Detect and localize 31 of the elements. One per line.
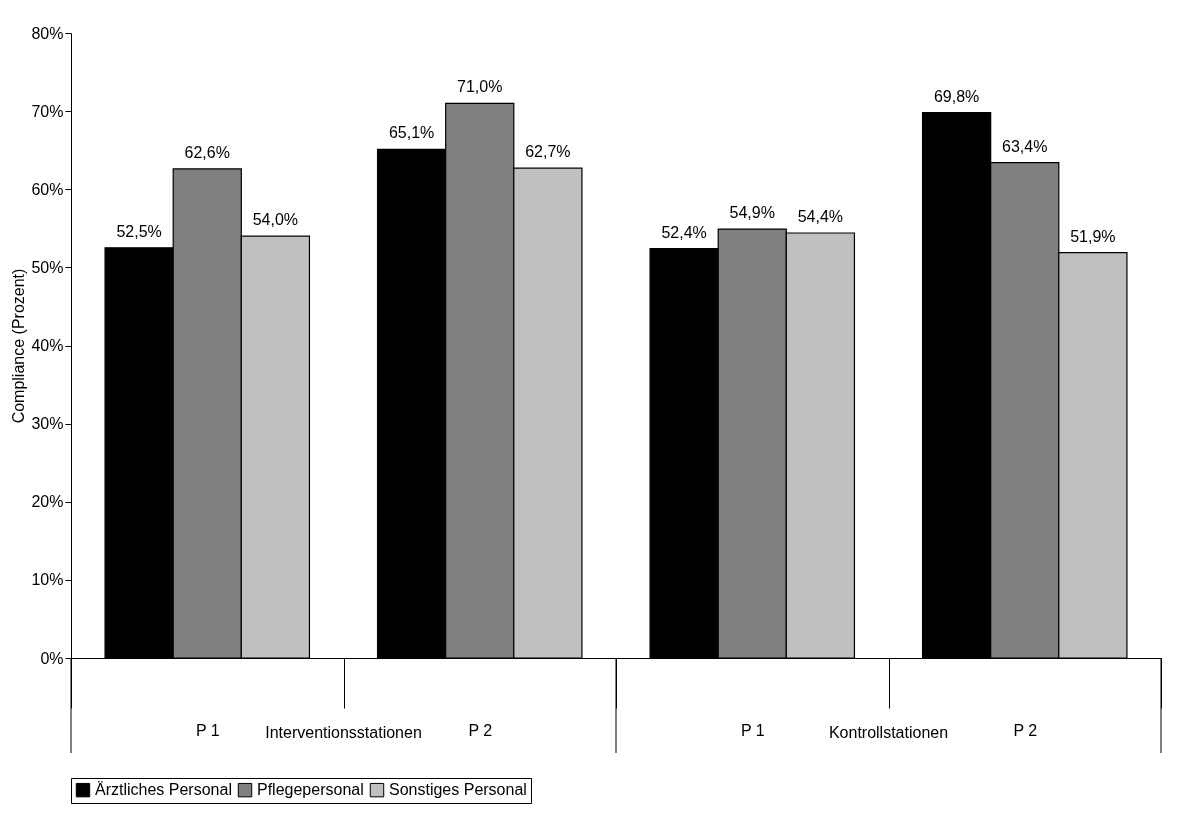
data-label: 51,9% [1070,227,1116,245]
data-label: 62,7% [525,143,571,161]
data-label: 54,0% [252,211,299,229]
legend-label: Ärztliches Personal [95,781,232,799]
legend-label: Sonstiges Personal [389,781,527,799]
data-label: 54,9% [729,204,775,222]
y-tick-label: 60% [31,180,64,198]
data-label: 63,4% [1002,137,1048,155]
x-tick-label: P 1 [195,721,220,739]
y-tick-label: 10% [31,571,64,589]
data-label: 71,0% [457,78,503,96]
y-tick-label: 50% [31,258,64,276]
y-axis-title: Compliance (Prozent) [10,268,28,424]
data-label: 62,6% [184,143,230,161]
y-tick-label: 20% [31,493,64,511]
text: Kontrollstationen [828,724,949,741]
text: Interventionsstationen [265,724,422,741]
legend-label: Pflegepersonal [257,781,364,799]
data-label: 54,4% [797,208,844,225]
y-tick-label: 70% [31,102,64,120]
data-label: 52,5% [116,222,162,240]
x-tick-label: P 2 [468,721,493,739]
data-label: 69,8% [933,87,980,105]
y-tick-label: 30% [31,415,64,433]
x-tick-label: P 1 [740,721,765,739]
y-tick-label: 40% [31,337,64,354]
x-tick-label: P 2 [1013,721,1038,739]
y-tick-label: 0% [40,649,64,667]
data-label: 52,4% [661,223,707,241]
data-label: 65,1% [388,124,435,142]
y-tick-label: 80% [31,24,64,42]
